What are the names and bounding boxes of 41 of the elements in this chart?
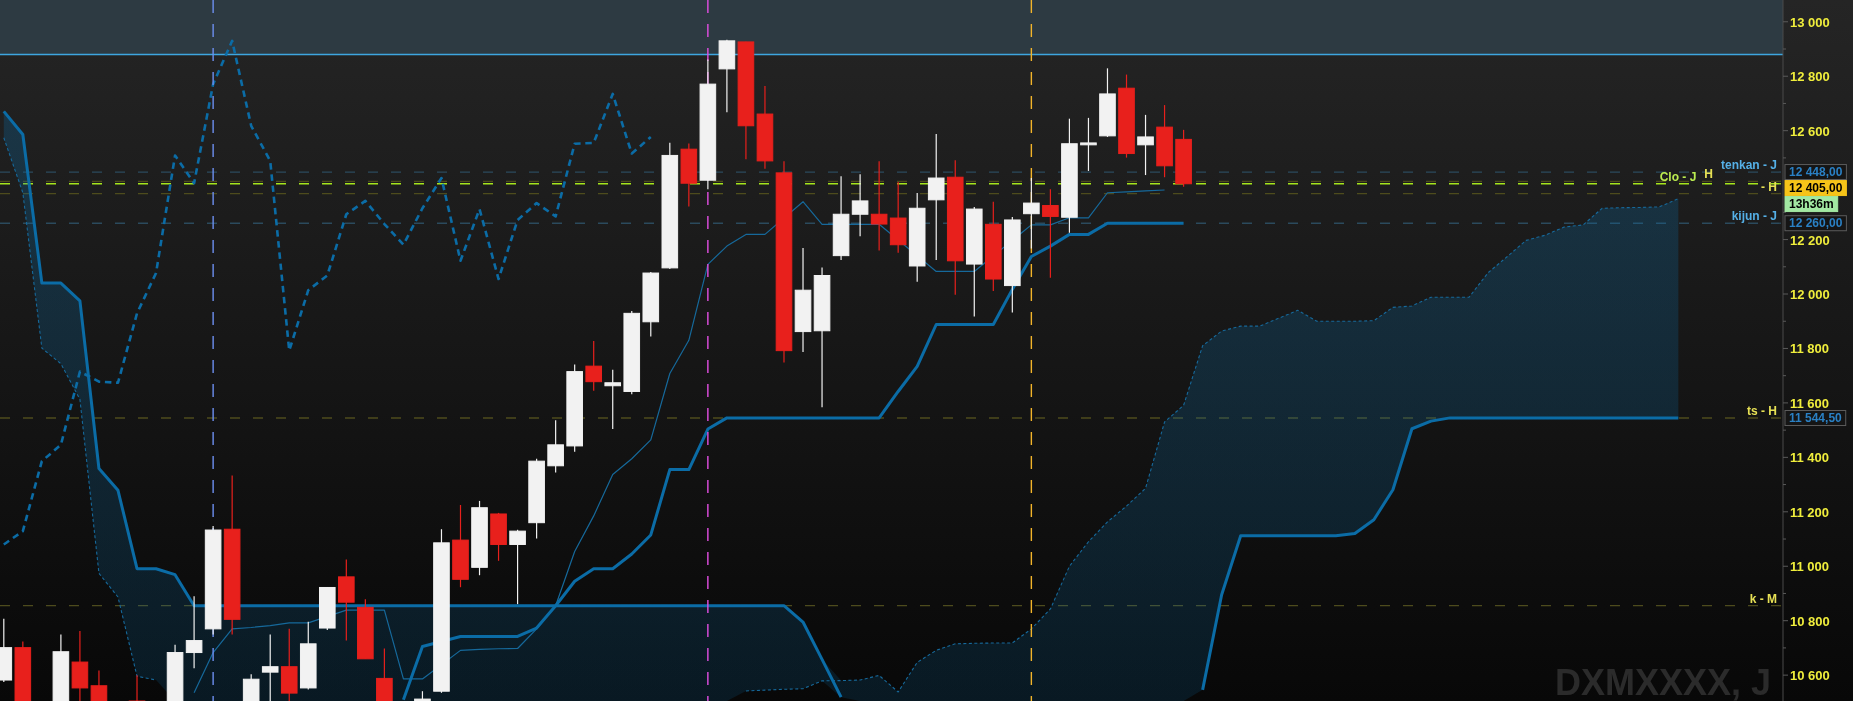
text: 12 405,00 (1789, 181, 1843, 196)
candlestick (1137, 114, 1154, 176)
candlestick (1023, 177, 1040, 250)
ref-line-label: ts - H (1747, 404, 1777, 419)
ref-line-label: kijun - J (1731, 209, 1777, 224)
candlestick (870, 160, 888, 252)
y-tick-label: 12 200 (1790, 232, 1830, 248)
ref-line-label: k - M (1749, 591, 1777, 606)
candlestick (261, 633, 279, 701)
candlestick (1042, 188, 1059, 279)
y-tick-label: 13 000 (1790, 14, 1830, 30)
candlestick (242, 673, 260, 701)
candlestick (585, 340, 602, 392)
candlestick (851, 173, 869, 237)
candlestick (376, 647, 393, 701)
y-tick-label: 12 000 (1790, 286, 1830, 302)
y-tick-label: 11 400 (1790, 449, 1830, 465)
text: 11 544,50 (1789, 411, 1843, 426)
ref-line-label: H (1704, 167, 1713, 182)
ref-line-label: Clo - J (1659, 169, 1697, 184)
y-tick-label: 12 800 (1790, 68, 1830, 84)
text: 13h36m (1789, 197, 1834, 212)
candlestick (547, 419, 564, 474)
candlestick (128, 674, 146, 701)
y-tick-label: 11 200 (1790, 504, 1830, 520)
y-tick-label: 11 000 (1790, 558, 1830, 574)
candlestick (1080, 117, 1097, 172)
candlestick (927, 133, 945, 261)
ref-line-label: tenkan - J (1720, 158, 1777, 173)
candlestick (185, 595, 203, 669)
y-tick-label: 11 600 (1790, 395, 1830, 411)
candlestick (604, 369, 622, 430)
candlestick (509, 529, 526, 605)
text: 12 260,00 (1789, 216, 1843, 231)
candlestick (90, 669, 108, 701)
y-tick-label: 12 600 (1790, 123, 1830, 139)
ref-line-label: - H (1761, 179, 1777, 194)
y-tick-label: 10 600 (1790, 667, 1830, 683)
y-tick-label: 10 800 (1790, 613, 1830, 629)
y-tick-label: 11 800 (1790, 340, 1830, 356)
text: 12 448,00 (1789, 165, 1843, 180)
